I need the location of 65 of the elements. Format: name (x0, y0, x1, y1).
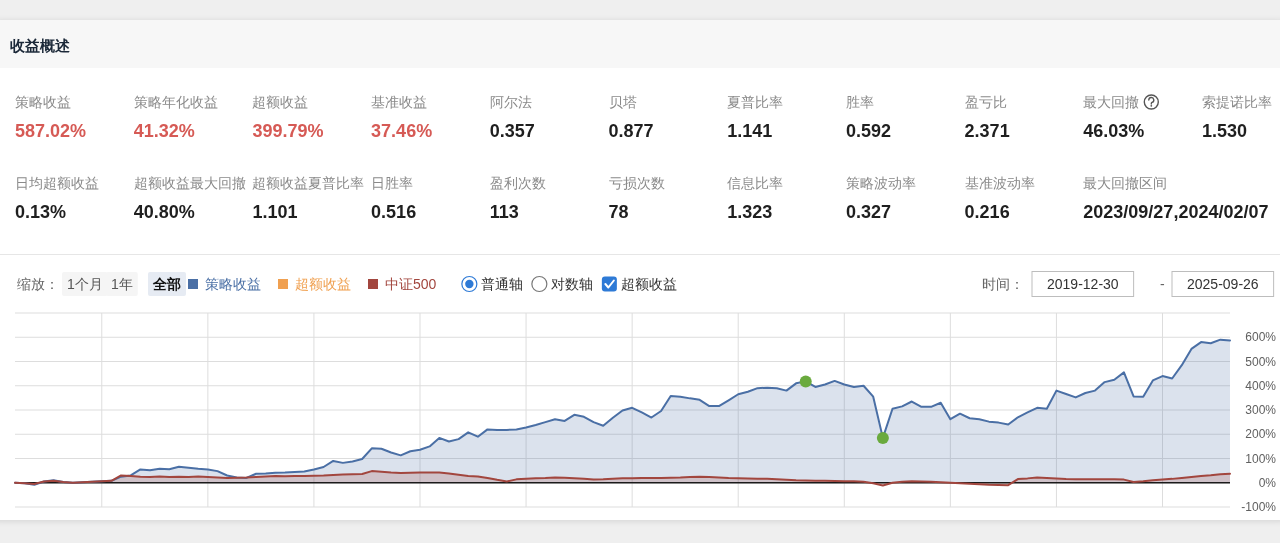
y-tick-label: -100% (1241, 500, 1277, 514)
category-label: 索提诺比率 (1202, 94, 1272, 110)
category-label: 日胜率 (371, 175, 414, 191)
y-tick-label: 500% (1245, 354, 1277, 369)
text: 全部 (152, 276, 181, 292)
text: 37.46% (371, 121, 433, 141)
text: 1个月 (67, 276, 103, 292)
text: 41.32% (133, 121, 195, 141)
category-label: 超额收益 (252, 94, 309, 110)
category-label: 策略年化收益 (133, 94, 218, 110)
category-label: 基准收益 (371, 94, 428, 110)
text: 0.592 (845, 121, 891, 141)
legend-label: 策略收益 (205, 276, 261, 292)
text: 1年 (111, 276, 133, 292)
text: 2019-12-30 (1047, 276, 1119, 292)
text: 1.101 (252, 202, 298, 222)
text: 113 (489, 202, 519, 222)
text: 对数轴 (551, 276, 594, 292)
text: 0.357 (489, 121, 535, 141)
category-label: 亏损次数 (608, 175, 665, 191)
category-label: 盈利次数 (489, 175, 546, 191)
text: 46.03% (1083, 121, 1145, 141)
y-tick-label: 600% (1245, 330, 1277, 345)
category-label: 盈亏比 (964, 94, 1007, 110)
text: 超额收益 (621, 276, 678, 292)
category-label: 超额收益最大回撤 (133, 175, 246, 191)
text: 40.80% (133, 202, 195, 222)
category-label: 基准波动率 (964, 175, 1035, 191)
text: - (1160, 276, 1165, 292)
text: 1.323 (727, 202, 773, 222)
text: 0.216 (964, 202, 1010, 222)
text: 2023/09/27,2024/02/07 (1083, 202, 1269, 222)
text: 2025-09-26 (1187, 276, 1259, 292)
legend-label: 中证500 (385, 276, 437, 292)
category-label: 超额收益夏普比率 (252, 175, 365, 191)
y-tick-label: 300% (1245, 403, 1277, 417)
text: 1.141 (727, 121, 773, 141)
category-label: 最大回撤区间 (1083, 175, 1168, 191)
text: 1.530 (1202, 121, 1248, 141)
text: 0.516 (371, 202, 417, 222)
y-tick-label: 0% (1258, 475, 1277, 490)
legend-label: 超额收益 (295, 276, 351, 292)
y-tick-label: 100% (1245, 451, 1277, 466)
text: 普通轴 (481, 276, 524, 292)
text: 78 (608, 202, 629, 222)
y-tick-label: 400% (1245, 378, 1277, 393)
category-label: 胜率 (845, 94, 874, 110)
category-label: 信息比率 (727, 175, 784, 191)
text: 0.877 (608, 121, 654, 141)
category-label: 贝塔 (608, 94, 637, 110)
category-label: 策略波动率 (845, 175, 916, 191)
category-label: 夏普比率 (727, 94, 784, 110)
text: 2.371 (964, 121, 1010, 141)
category-label: 策略收益 (15, 94, 71, 110)
text: 时间： (982, 276, 1024, 292)
category-label: 日均超额收益 (15, 175, 99, 191)
text: 587.02% (15, 121, 87, 141)
text: 缩放： (17, 276, 59, 292)
text: 0.327 (845, 202, 891, 222)
y-tick-label: 200% (1245, 427, 1277, 442)
category-label: 最大回撤 (1083, 94, 1140, 110)
text: 收益概述 (10, 36, 71, 54)
category-label: 阿尔法 (489, 94, 532, 110)
text: 0.13% (15, 202, 67, 222)
text: 399.79% (252, 121, 324, 141)
